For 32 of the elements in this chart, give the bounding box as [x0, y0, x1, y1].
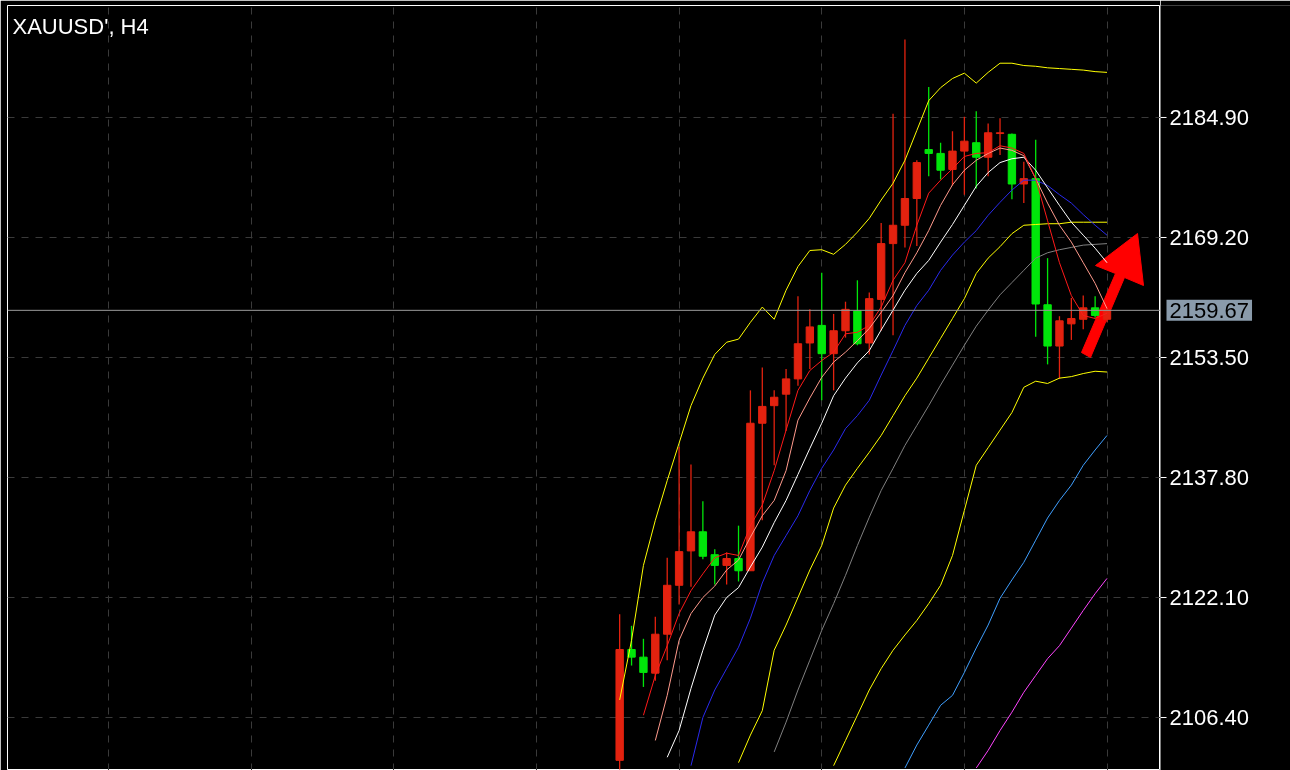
candlestick: [972, 110, 981, 190]
candlestick: [960, 116, 969, 196]
candlestick: [1067, 297, 1076, 341]
candlestick: [888, 113, 898, 336]
ref-line-label: 2159.67: [1169, 297, 1250, 323]
candlestick: [639, 638, 648, 688]
line-series: [975, 577, 1108, 769]
y-tick-label: 2137.80: [1169, 465, 1250, 491]
candlestick: [995, 117, 1005, 156]
candlestick: [936, 142, 945, 181]
candlestick: [734, 525, 743, 583]
y-tick-label: 2106.40: [1169, 705, 1250, 731]
candlestick: [948, 130, 957, 187]
candlestick: [781, 368, 791, 432]
candlestick: [829, 313, 838, 392]
y-tick-label: 2153.50: [1169, 345, 1250, 370]
candlestick: [758, 366, 767, 521]
candlestick: [841, 301, 850, 339]
candlestick: [1019, 161, 1028, 204]
candlestick: [924, 86, 933, 177]
line-series: [619, 62, 1108, 701]
y-tick-label: 2122.10: [1169, 585, 1250, 611]
candlestick: [770, 389, 779, 466]
y-tick-label: 2184.90: [1169, 104, 1250, 130]
candlestick: [805, 308, 815, 370]
line-series: [833, 370, 1108, 767]
chart-title: XAUUSD', H4: [12, 13, 149, 39]
candlestick: [1090, 295, 1100, 319]
candlestick: [722, 551, 731, 586]
line-series: [904, 434, 1108, 769]
candlestick: [686, 463, 696, 588]
y-tick-label: 2169.20: [1169, 224, 1250, 250]
